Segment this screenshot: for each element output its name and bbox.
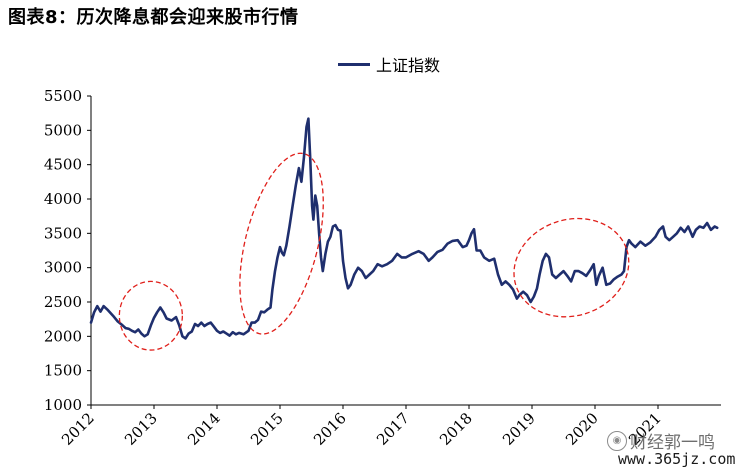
camera-icon: ◉ [607,430,627,451]
x-tick-label: 2016 [310,409,350,449]
annotation-ellipse-2 [513,217,630,318]
x-tick-label: 2012 [58,409,98,449]
watermark: ◉ 财经郭一鸣 [607,428,715,453]
x-tick-label: 2014 [184,409,224,449]
y-tick-label: 4500 [44,156,82,174]
chart-legend: 上证指数 [338,52,440,76]
y-tick-label: 5500 [44,87,82,105]
y-tick-label: 3000 [44,259,82,277]
y-tick-label: 1000 [44,396,82,414]
y-tick-label: 5000 [44,121,82,139]
y-tick-label: 3500 [44,224,82,242]
y-tick-label: 2000 [44,327,82,345]
x-tick-label: 2013 [121,409,161,449]
annotation-ellipse-1 [239,152,324,335]
series-line-0 [89,117,719,340]
x-tick-label: 2020 [562,409,602,449]
x-tick-label: 2017 [373,409,413,449]
x-tick-label: 2019 [499,409,539,449]
y-tick-label: 2500 [44,293,82,311]
x-tick-label: 2018 [436,409,476,449]
chart-title: 图表8：历次降息都会迎来股市行情 [8,7,299,28]
watermark-site: www.365jz.com [618,450,736,468]
y-tick-label: 1500 [44,362,82,380]
legend-label: 上证指数 [376,56,441,75]
watermark-text: 财经郭一鸣 [630,433,715,453]
x-tick-label: 2015 [247,409,287,449]
y-tick-label: 4000 [44,190,82,208]
legend-swatch [338,62,370,66]
annotation-ellipse-0 [118,280,184,351]
